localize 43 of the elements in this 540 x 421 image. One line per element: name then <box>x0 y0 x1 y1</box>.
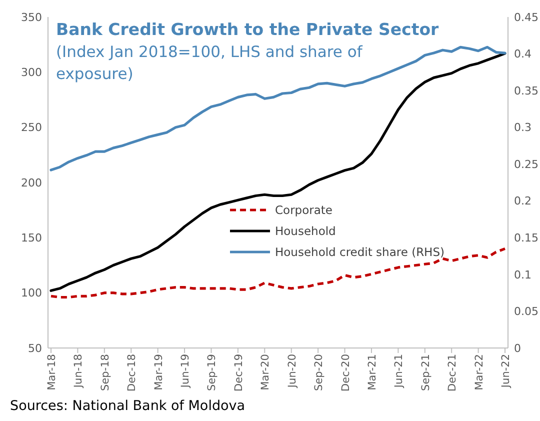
x-tick-label: Jun-19 <box>180 354 192 389</box>
y-tick-label: 50 <box>28 342 42 355</box>
x-tick-label: Dec-20 <box>340 354 352 392</box>
x-tick-label: Jun-20 <box>286 354 298 389</box>
x-tick-label: Sep-19 <box>206 354 218 391</box>
x-tick-label: Mar-19 <box>152 354 165 390</box>
x-tick-label: Jun-18 <box>72 354 85 389</box>
line-series <box>50 46 506 172</box>
y2-tick-label: 0.05 <box>514 305 538 318</box>
text: (Index Jan 2018=100, LHS and share of exposure) <box>56 43 363 83</box>
legend-label: Household credit share (RHS) <box>275 245 444 260</box>
y-tick-label: 150 <box>21 232 42 245</box>
y-tick-label: 350 <box>21 10 42 24</box>
x-tick-label: Dec-18 <box>126 354 138 392</box>
source-note: Sources: National Bank of Moldova <box>10 398 246 414</box>
y-tick-label: 200 <box>21 176 42 190</box>
y-tick-label: 250 <box>21 121 42 134</box>
x-tick-label: Mar-20 <box>260 354 272 390</box>
y2-tick-label: 0.15 <box>514 232 538 245</box>
y2-tick-label: 0 <box>514 342 521 355</box>
y2-tick-label: 0.45 <box>514 10 538 24</box>
x-tick-label: Sep-20 <box>313 354 326 391</box>
y2-tick-label: 0.4 <box>514 48 532 61</box>
legend-label: Household <box>275 224 336 238</box>
y-tick-label: 300 <box>21 66 42 80</box>
y2-tick-label: 0.25 <box>514 158 538 171</box>
y2-tick-label: 0.35 <box>514 84 538 98</box>
chart-title: Bank Credit Growth to the Private Sector <box>56 20 440 39</box>
x-tick-label: Sep-21 <box>420 354 432 391</box>
y2-tick-label: 0.1 <box>514 268 532 282</box>
x-tick-label: Sep-18 <box>99 354 112 391</box>
x-tick-label: Dec-19 <box>232 354 245 392</box>
y2-tick-label: 0.3 <box>514 121 532 134</box>
x-tick-label: Jun-21 <box>393 354 406 389</box>
x-tick-label: Jun-22 <box>500 354 512 389</box>
x-tick-label: Mar-21 <box>366 354 378 390</box>
legend-label: Corporate <box>275 203 332 218</box>
y2-tick-label: 0.2 <box>514 194 532 208</box>
y-tick-label: 100 <box>21 286 42 300</box>
x-tick-label: Dec-21 <box>446 354 459 392</box>
x-tick-label: Mar-22 <box>473 354 486 390</box>
x-tick-label: Mar-18 <box>46 354 58 390</box>
line-series <box>50 247 506 299</box>
